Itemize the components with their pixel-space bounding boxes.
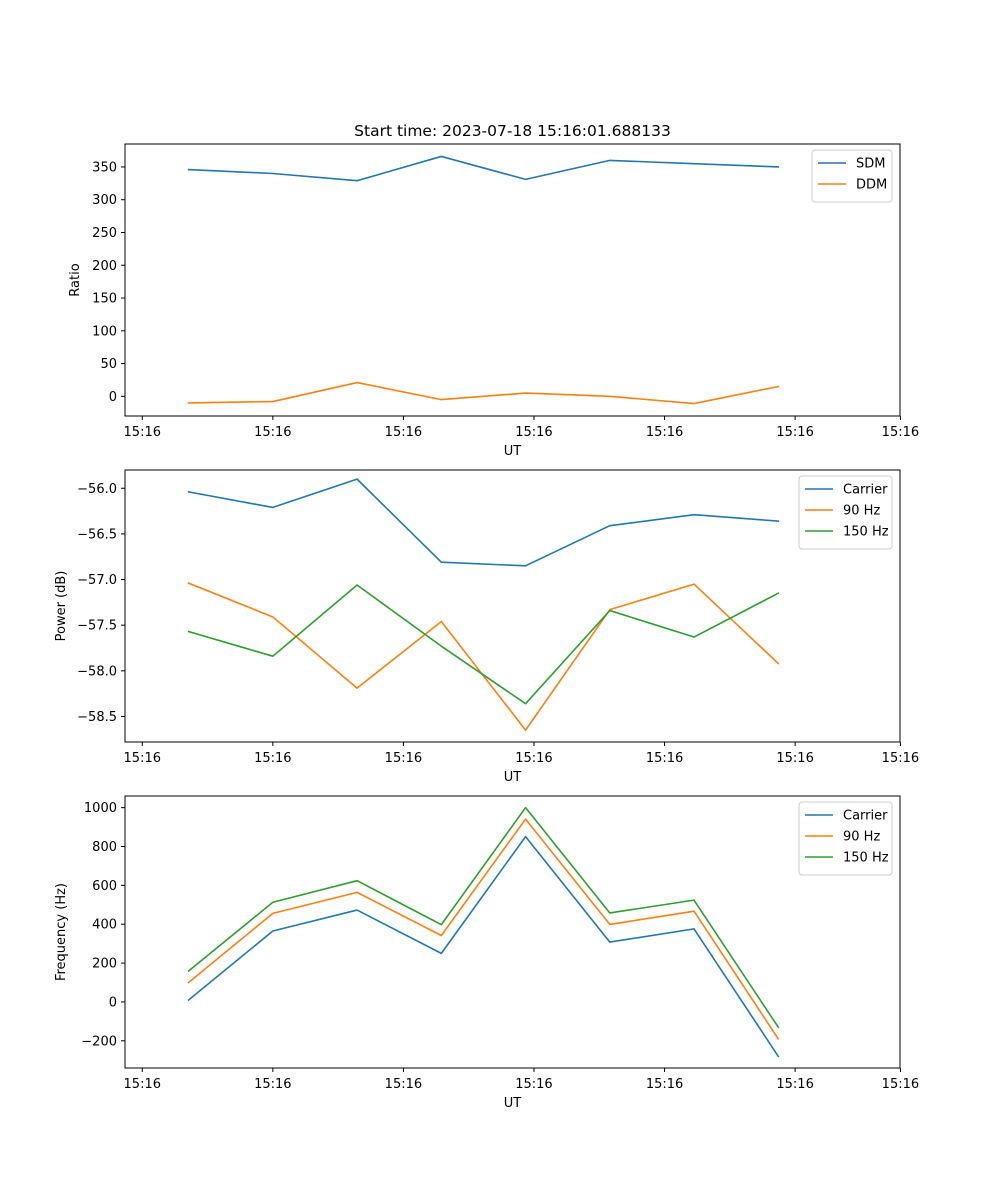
y-tick-label: −57.0	[77, 573, 117, 588]
y-axis-label: Frequency (Hz)	[54, 883, 69, 981]
x-tick-label: 15:16	[646, 751, 683, 766]
x-axis-label: UT	[504, 444, 522, 459]
series-line-90-hz	[187, 818, 780, 1040]
y-tick-label: 300	[92, 193, 117, 208]
legend-entry: 90 Hz	[843, 504, 880, 519]
y-tick-label: 400	[92, 918, 117, 933]
x-tick-label: 15:16	[776, 425, 813, 440]
x-tick-label: 15:16	[515, 1077, 552, 1092]
x-axis-label: UT	[504, 770, 522, 785]
chart-panel-2: −56.0 −56.5 −57.0 −57.5 −58.0 −58.5 15:16 15:16…	[54, 469, 919, 785]
y-tick-label: 50	[100, 357, 117, 372]
y-axis-label: Power (dB)	[54, 571, 69, 642]
legend-entry: 150 Hz	[843, 525, 889, 540]
y-tick-label: 800	[92, 840, 117, 855]
y-tick-label: 100	[92, 324, 117, 339]
x-tick-label: 15:16	[515, 425, 552, 440]
x-tick-label: 15:16	[124, 425, 161, 440]
y-tick-label: −58.5	[77, 710, 117, 725]
axes-frame	[124, 795, 901, 1069]
y-tick-label: −56.0	[77, 482, 117, 497]
x-tick-label: 15:16	[254, 425, 291, 440]
legend: Carrier 90 Hz 150 Hz	[798, 801, 893, 876]
x-tick-label: 15:16	[254, 1077, 291, 1092]
x-tick-label: 15:16	[124, 1077, 161, 1092]
legend-entry: 90 Hz	[843, 830, 880, 845]
x-tick-label: 15:16	[124, 751, 161, 766]
legend-entry: DDM	[856, 178, 887, 193]
y-tick-label: −57.5	[77, 619, 117, 634]
series-line-ddm	[187, 381, 780, 405]
chart-panel-1: 0 50 100 150 200 250 300 350 15:16 15:16 15:16 15:1…	[68, 122, 919, 459]
x-tick-label: 15:16	[385, 751, 422, 766]
legend-entry: 150 Hz	[843, 851, 889, 866]
x-tick-label: 15:16	[646, 1077, 683, 1092]
chart-panel-3: −200 0 200 400 600 800 1000 15:16 15:16 15:16 15:1…	[54, 795, 919, 1111]
axes-frame	[124, 469, 901, 743]
y-tick-label: 0	[109, 390, 117, 405]
series-line-carrier	[187, 478, 780, 567]
x-tick-label: 15:16	[776, 751, 813, 766]
x-tick-label: 15:16	[882, 1077, 919, 1092]
y-axis-label: Ratio	[68, 263, 83, 296]
x-tick-label: 15:16	[385, 1077, 422, 1092]
legend: Carrier 90 Hz 150 Hz	[798, 475, 893, 550]
legend: SDM DDM	[811, 149, 893, 203]
y-tick-label: 1000	[84, 801, 117, 816]
y-tick-label: 350	[92, 160, 117, 175]
series-line-150-hz	[187, 806, 780, 1029]
y-tick-label: 0	[109, 995, 117, 1010]
y-tick-label: 150	[92, 292, 117, 307]
x-tick-label: 15:16	[882, 425, 919, 440]
series-line-150-hz	[187, 584, 780, 705]
series-line-carrier	[187, 835, 780, 1058]
x-tick-label: 15:16	[882, 751, 919, 766]
x-tick-label: 15:16	[646, 425, 683, 440]
y-tick-label: 200	[92, 957, 117, 972]
chart-title: Start time: 2023-07-18 15:16:01.688133	[354, 122, 671, 140]
y-tick-label: 200	[92, 259, 117, 274]
x-tick-label: 15:16	[385, 425, 422, 440]
x-tick-label: 15:16	[254, 751, 291, 766]
y-tick-label: −56.5	[77, 527, 117, 542]
y-tick-label: 600	[92, 879, 117, 894]
x-axis-label: UT	[504, 1096, 522, 1111]
y-tick-label: 250	[92, 226, 117, 241]
y-tick-label: −58.0	[77, 664, 117, 679]
legend-entry: SDM	[856, 157, 885, 172]
axes-frame	[124, 143, 901, 417]
legend-entry: Carrier	[843, 809, 888, 824]
x-tick-label: 15:16	[776, 1077, 813, 1092]
y-tick-label: −200	[81, 1034, 117, 1049]
series-line-sdm	[187, 155, 780, 182]
x-tick-label: 15:16	[515, 751, 552, 766]
legend-entry: Carrier	[843, 483, 888, 498]
